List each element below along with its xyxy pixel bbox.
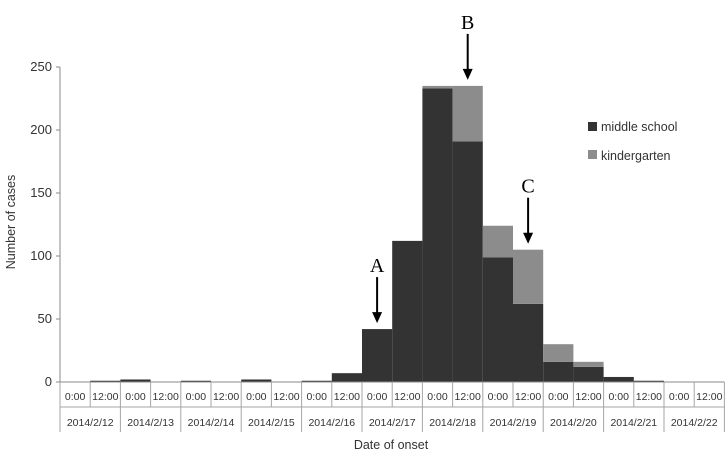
bar-middle-school bbox=[452, 141, 483, 382]
x-tick-time-label: 0:00 bbox=[367, 391, 388, 403]
x-tick-time-label: 12:00 bbox=[92, 391, 118, 403]
x-tick-time-label: 0:00 bbox=[427, 391, 448, 403]
legend-swatch-middle-school bbox=[588, 122, 597, 131]
y-tick-label: 50 bbox=[38, 311, 52, 326]
annotation-label: B bbox=[461, 12, 474, 34]
bar-middle-school bbox=[392, 240, 423, 382]
x-tick-time-label: 0:00 bbox=[125, 391, 146, 403]
x-tick-time-label: 12:00 bbox=[575, 391, 601, 403]
x-tick-date-label: 2014/2/15 bbox=[248, 417, 295, 429]
x-tick-date-label: 2014/2/20 bbox=[550, 417, 597, 429]
annotation-arrow-head bbox=[523, 232, 534, 244]
legend-label-kindergarten: kindergarten bbox=[601, 149, 671, 163]
bar-middle-school bbox=[301, 380, 332, 382]
x-tick-time-label: 12:00 bbox=[455, 391, 481, 403]
x-tick-time-label: 0:00 bbox=[548, 391, 569, 403]
bar-kindergarten bbox=[422, 85, 453, 89]
bar-middle-school bbox=[180, 380, 211, 382]
x-tick-time-label: 12:00 bbox=[334, 391, 360, 403]
bar-middle-school bbox=[422, 88, 453, 383]
legend-label-middle-school: middle school bbox=[601, 120, 677, 134]
bar-kindergarten bbox=[543, 344, 574, 362]
y-tick-label: 250 bbox=[30, 59, 52, 74]
x-tick-date-label: 2014/2/21 bbox=[610, 417, 657, 429]
x-tick-time-label: 0:00 bbox=[65, 391, 86, 403]
x-axis-title: Date of onset bbox=[354, 438, 429, 452]
x-tick-time-label: 0:00 bbox=[488, 391, 509, 403]
legend: middle school kindergarten bbox=[588, 120, 677, 163]
x-tick-time-label: 0:00 bbox=[246, 391, 267, 403]
bar-middle-school bbox=[90, 380, 121, 382]
x-tick-date-label: 2014/2/13 bbox=[127, 417, 174, 429]
x-tick-date-label: 2014/2/19 bbox=[490, 417, 537, 429]
bar-middle-school bbox=[513, 303, 544, 382]
bar-middle-school bbox=[331, 373, 362, 382]
bar-middle-school bbox=[633, 380, 664, 382]
bar-middle-school bbox=[543, 361, 574, 382]
x-tick-date-label: 2014/2/14 bbox=[188, 417, 235, 429]
annotation-arrow-head bbox=[372, 312, 383, 324]
x-tick-time-label: 12:00 bbox=[636, 391, 662, 403]
x-tick-date-label: 2014/2/16 bbox=[308, 417, 355, 429]
bar-kindergarten bbox=[573, 361, 604, 367]
bar-middle-school bbox=[573, 366, 604, 382]
y-tick-label: 100 bbox=[30, 248, 52, 263]
y-axis-title: Number of cases bbox=[4, 175, 18, 269]
x-tick-time-label: 12:00 bbox=[273, 391, 299, 403]
y-tick-label: 0 bbox=[45, 374, 52, 389]
bar-kindergarten bbox=[513, 249, 544, 304]
bar-kindergarten bbox=[452, 85, 483, 142]
annotation-label: C bbox=[521, 176, 534, 198]
x-tick-time-label: 0:00 bbox=[306, 391, 327, 403]
y-tick-label: 200 bbox=[30, 122, 52, 137]
annotation-arrow-head bbox=[462, 68, 473, 80]
y-tick-label: 150 bbox=[30, 185, 52, 200]
y-axis: 0 50 100 150 200 250 bbox=[30, 59, 61, 389]
x-tick-time-label: 0:00 bbox=[608, 391, 629, 403]
legend-swatch-kindergarten bbox=[588, 150, 597, 159]
x-tick-time-label: 12:00 bbox=[153, 391, 179, 403]
bars-layer bbox=[90, 85, 664, 383]
bar-middle-school bbox=[362, 329, 393, 382]
x-axis: 0:00 12:00 0:00 12:00 0:00 12:00 0:00 12:00 0:00… bbox=[59, 381, 725, 432]
x-tick-time-label: 12:00 bbox=[394, 391, 420, 403]
x-tick-time-label: 12:00 bbox=[696, 391, 722, 403]
annotation-label: A bbox=[370, 255, 385, 277]
x-tick-date-label: 2014/2/18 bbox=[429, 417, 476, 429]
bar-kindergarten bbox=[482, 225, 513, 258]
x-tick-time-label: 12:00 bbox=[213, 391, 239, 403]
bar-middle-school bbox=[482, 257, 513, 382]
x-tick-date-label: 2014/2/22 bbox=[671, 417, 718, 429]
bar-middle-school bbox=[603, 376, 634, 382]
x-tick-time-label: 12:00 bbox=[515, 391, 541, 403]
x-tick-time-label: 0:00 bbox=[186, 391, 207, 403]
x-tick-time-label: 0:00 bbox=[669, 391, 690, 403]
annotations-layer: A B C bbox=[370, 12, 535, 324]
x-tick-date-label: 2014/2/12 bbox=[67, 417, 114, 429]
x-tick-date-label: 2014/2/17 bbox=[369, 417, 416, 429]
bar-middle-school bbox=[241, 379, 272, 382]
bar-middle-school bbox=[120, 379, 151, 382]
